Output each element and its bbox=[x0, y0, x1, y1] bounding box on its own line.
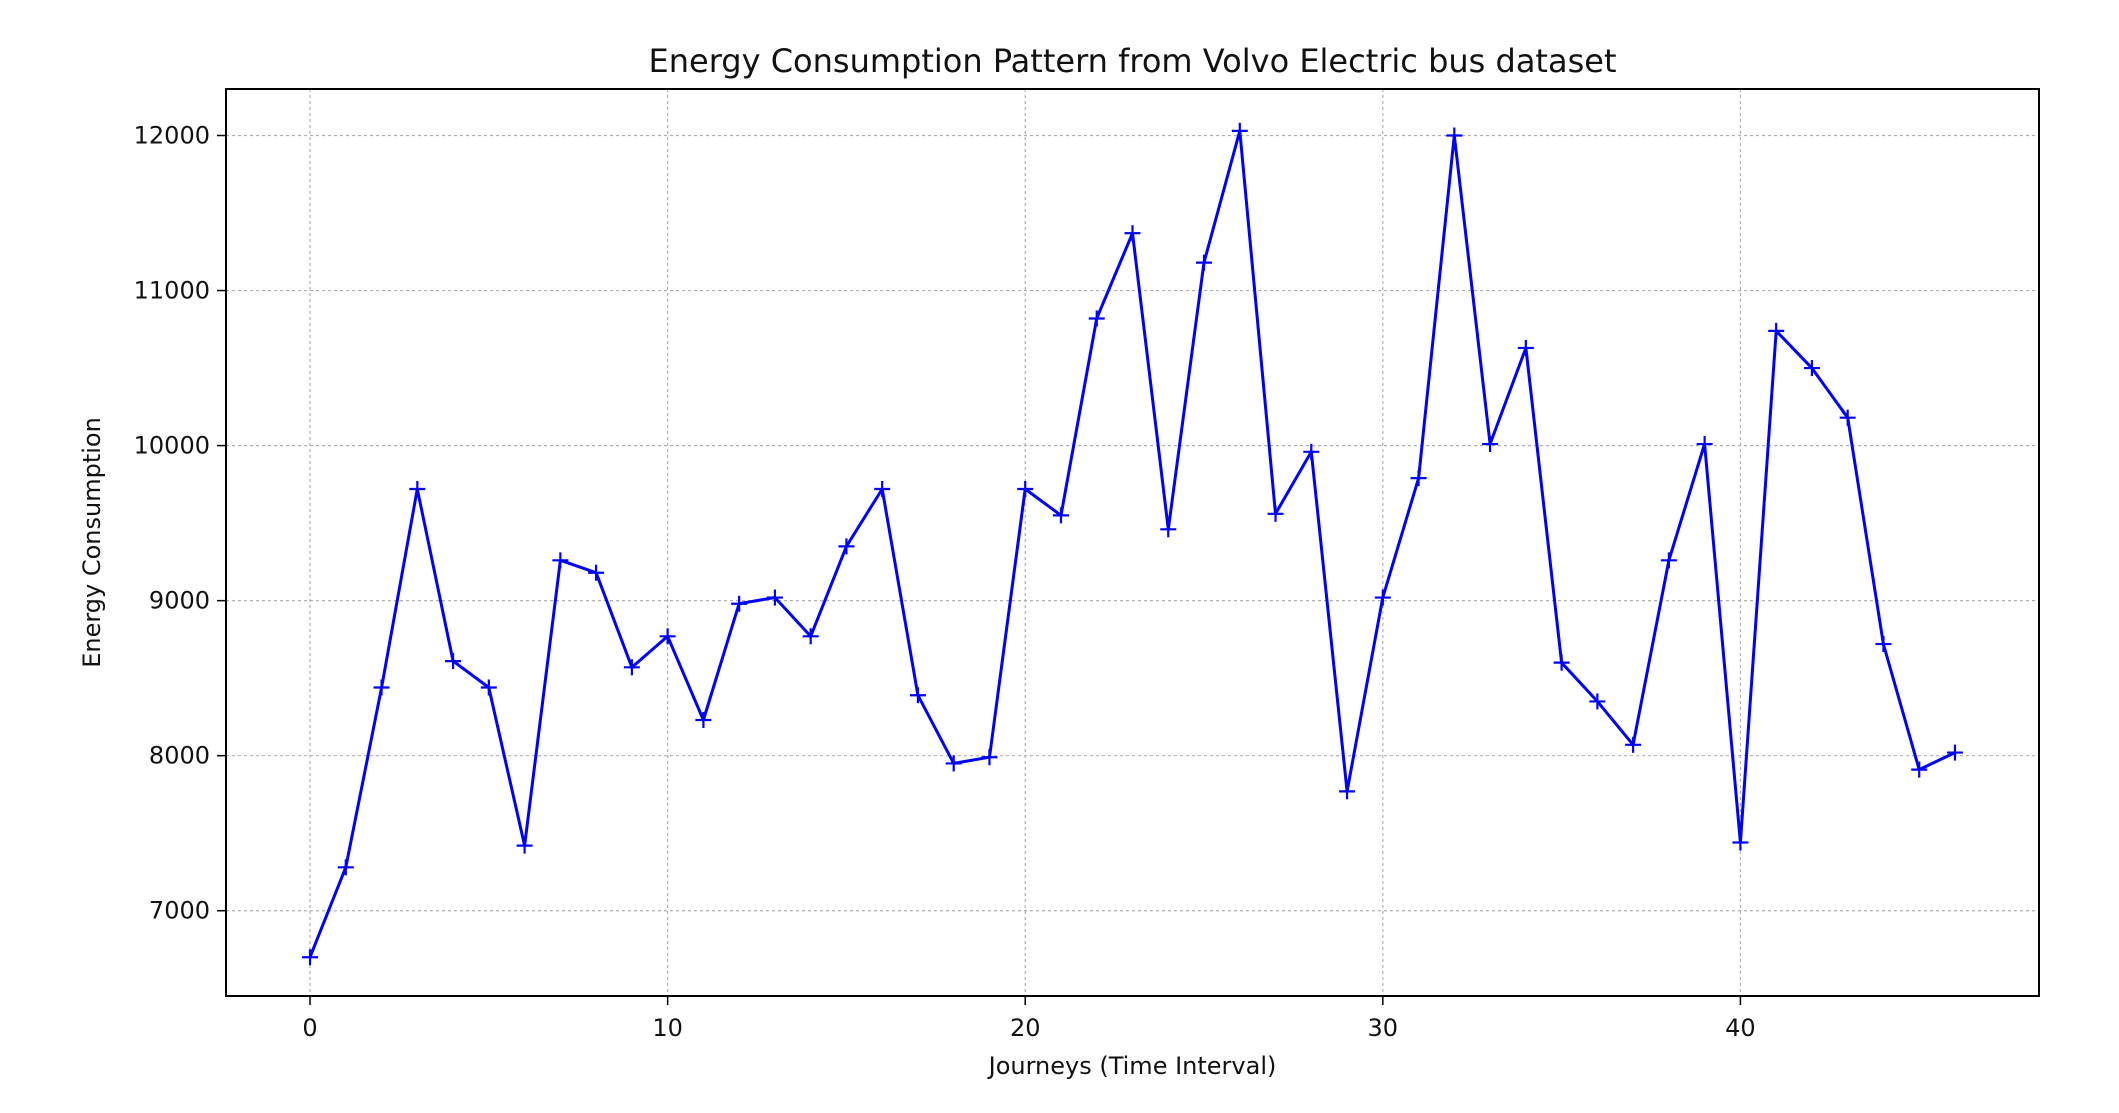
y-tick-label: 12000 bbox=[134, 122, 210, 150]
data-point-marker bbox=[1052, 507, 1069, 524]
data-point-marker bbox=[1339, 783, 1356, 800]
data-point-marker bbox=[552, 552, 569, 569]
data-point-marker bbox=[909, 687, 926, 704]
data-point-marker bbox=[1088, 310, 1105, 327]
data-point-marker bbox=[1625, 736, 1642, 753]
data-point-marker bbox=[1839, 409, 1856, 426]
chart-title: Energy Consumption Pattern from Volvo El… bbox=[649, 42, 1617, 80]
y-tick-label: 7000 bbox=[149, 897, 210, 925]
data-point-marker bbox=[1017, 481, 1034, 498]
data-point-marker bbox=[874, 481, 891, 498]
data-point-marker bbox=[838, 538, 855, 555]
data-point-marker bbox=[1124, 225, 1141, 242]
x-tick-label: 40 bbox=[1725, 1014, 1756, 1042]
data-point-marker bbox=[1160, 521, 1177, 538]
data-point-marker bbox=[766, 589, 783, 606]
data-point-marker bbox=[480, 679, 497, 696]
data-point-marker bbox=[623, 659, 640, 676]
data-point-marker bbox=[981, 749, 998, 766]
data-point-marker bbox=[1696, 436, 1713, 453]
x-tick-label: 10 bbox=[652, 1014, 683, 1042]
x-axis-label: Journeys (Time Interval) bbox=[987, 1052, 1277, 1080]
y-tick-label: 9000 bbox=[149, 587, 210, 615]
y-axis-label: Energy Consumption bbox=[78, 417, 106, 668]
y-tick-label: 8000 bbox=[149, 742, 210, 770]
data-point-marker bbox=[1911, 761, 1928, 778]
grid bbox=[226, 89, 2039, 996]
data-point-marker bbox=[1553, 654, 1570, 671]
series-line bbox=[308, 129, 1956, 958]
data-point-marker bbox=[1446, 127, 1463, 144]
data-point-marker bbox=[695, 712, 712, 729]
y-tick-label: 11000 bbox=[134, 277, 210, 305]
data-point-marker bbox=[1660, 552, 1677, 569]
data-point-marker bbox=[1517, 339, 1534, 356]
data-point-marker bbox=[1875, 636, 1892, 653]
plot-area-frame bbox=[225, 88, 2040, 997]
data-point-marker bbox=[1768, 322, 1785, 339]
data-point-marker bbox=[1196, 254, 1213, 271]
data-point-marker bbox=[588, 564, 605, 581]
data-point-marker bbox=[445, 653, 462, 670]
data-point-marker bbox=[1946, 744, 1963, 761]
data-point-marker bbox=[1231, 122, 1248, 139]
series-layer bbox=[302, 122, 1963, 966]
data-point-marker bbox=[1482, 436, 1499, 453]
data-point-marker bbox=[659, 628, 676, 645]
data-point-marker bbox=[1410, 470, 1427, 487]
data-point-marker bbox=[1803, 360, 1820, 377]
x-tick-label: 30 bbox=[1368, 1014, 1399, 1042]
data-point-marker bbox=[1374, 589, 1391, 606]
data-point-marker bbox=[337, 859, 354, 876]
data-point-marker bbox=[802, 628, 819, 645]
data-point-marker bbox=[945, 755, 962, 772]
data-point-marker bbox=[731, 595, 748, 612]
data-point-marker bbox=[302, 949, 319, 966]
data-point-marker bbox=[1303, 443, 1320, 460]
data-point-marker bbox=[409, 481, 426, 498]
data-point-marker bbox=[1589, 693, 1606, 710]
data-point-marker bbox=[373, 679, 390, 696]
x-tick-label: 0 bbox=[302, 1014, 317, 1042]
data-point-marker bbox=[1267, 505, 1284, 522]
x-tick-label: 20 bbox=[1010, 1014, 1041, 1042]
axis-ticks: 0 10 20 30 40 7000 8000 9000 10000 11000 12000 bbox=[134, 122, 1756, 1042]
y-tick-label: 10000 bbox=[134, 432, 210, 460]
data-point-marker bbox=[516, 837, 533, 854]
data-point-marker bbox=[1732, 834, 1749, 851]
